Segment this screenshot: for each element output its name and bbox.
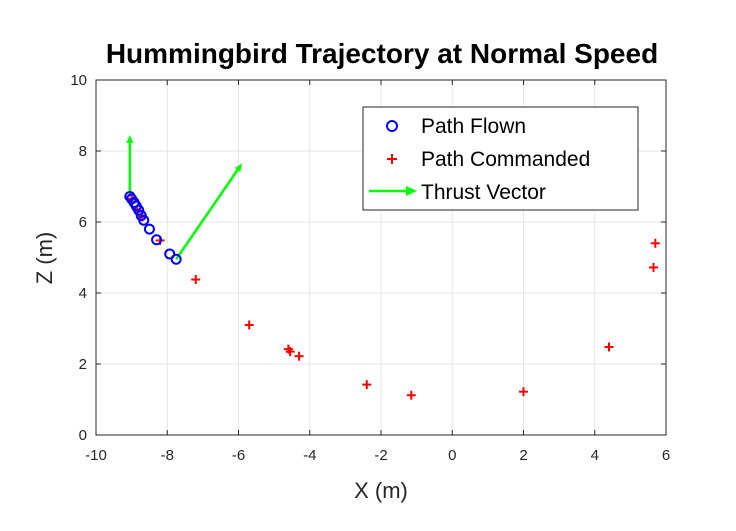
- legend: Path Flown Path Commanded Thrust Vector: [362, 106, 639, 211]
- path-commanded-point: [191, 275, 201, 285]
- path-flown-markers: [124, 190, 182, 265]
- path-commanded-point: [362, 380, 372, 390]
- x-tick-label: 4: [591, 447, 599, 464]
- path-commanded-point: [519, 387, 528, 397]
- path-flown-point: [151, 234, 163, 246]
- x-tick-label: -8: [161, 447, 174, 464]
- path-commanded-point: [406, 390, 416, 400]
- x-tick-label: 6: [662, 447, 670, 464]
- x-tick-label: -6: [232, 447, 245, 464]
- path-flown-point: [133, 204, 145, 216]
- y-axis-label: Z (m): [32, 232, 57, 285]
- x-tick-label: -10: [85, 447, 107, 464]
- path-commanded-point: [285, 347, 295, 357]
- path-flown-point: [138, 214, 150, 226]
- chart-title: Hummingbird Trajectory at Normal Speed: [106, 38, 658, 69]
- y-tick-label: 2: [79, 356, 87, 373]
- path-commanded-point: [604, 342, 614, 352]
- legend-marker-path-flown: [386, 120, 398, 132]
- thrust-vectors: [126, 135, 243, 260]
- x-axis-label: X (m): [354, 478, 408, 503]
- y-tick-label: 0: [79, 427, 87, 444]
- path-commanded-point: [244, 320, 254, 330]
- legend-marker-path-commanded: [387, 154, 397, 164]
- x-tick-label: 0: [448, 447, 456, 464]
- legend-label-thrust-vector: Thrust Vector: [421, 181, 546, 204]
- y-tick-label: 8: [79, 143, 87, 160]
- path-commanded-point: [649, 262, 659, 272]
- x-tick-label: 2: [519, 447, 527, 464]
- x-tick-label: -2: [374, 447, 387, 464]
- thrust-vector-arrow: [175, 169, 239, 260]
- y-tick-label: 6: [79, 214, 87, 231]
- path-flown-point: [143, 223, 155, 235]
- path-flown-point: [164, 248, 176, 260]
- x-tick-label: -4: [303, 447, 316, 464]
- y-tick-label: 4: [79, 285, 87, 302]
- path-commanded-markers: [127, 194, 660, 400]
- legend-label-path-flown: Path Flown: [421, 115, 526, 138]
- path-commanded-point: [650, 238, 660, 248]
- legend-label-path-commanded: Path Commanded: [421, 148, 590, 171]
- thrust-vector-arrowhead: [126, 135, 134, 144]
- y-axis-ticks: 0 2 4 6 8 10: [70, 72, 666, 444]
- path-flown-point: [170, 253, 182, 265]
- x-axis-ticks: -10 -8 -6 -4 -2 0 2 4 6: [85, 80, 670, 464]
- path-commanded-point: [294, 351, 304, 361]
- y-tick-label: 10: [70, 72, 87, 89]
- thrust-vector-arrowhead: [234, 163, 243, 173]
- legend-marker-thrust-vector: [369, 186, 417, 196]
